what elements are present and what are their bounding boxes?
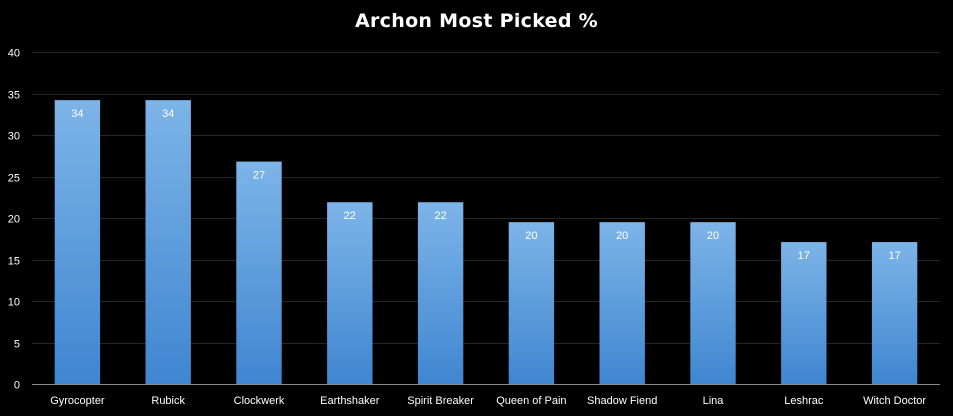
bar [781, 242, 827, 384]
y-tick-label: 10 [8, 297, 20, 309]
x-axis-ticks: Gyrocopter Rubick Clockwerk Earthshaker Spir… [50, 395, 926, 407]
bar [54, 100, 101, 384]
x-tick-label: Queen of Pain [496, 395, 566, 407]
y-tick-label: 35 [8, 90, 20, 102]
y-tick-label: 5 [14, 339, 20, 351]
bar [508, 222, 555, 384]
bar [145, 100, 191, 384]
data-label: 22 [344, 210, 356, 222]
data-label: 17 [798, 250, 810, 262]
data-label: 20 [616, 230, 628, 242]
x-tick-label: Spirit Breaker [407, 395, 474, 407]
x-tick-label: Lina [703, 395, 725, 407]
bar [417, 202, 464, 384]
y-tick-label: 30 [8, 131, 20, 143]
y-tick-label: 20 [8, 214, 20, 226]
y-tick-label: 25 [8, 173, 20, 185]
data-label: 34 [162, 108, 174, 120]
x-tick-label: Shadow Fiend [587, 395, 657, 407]
data-label: 34 [71, 108, 83, 120]
x-tick-label: Witch Doctor [863, 395, 926, 407]
bar [690, 222, 736, 384]
data-label: 20 [525, 230, 537, 242]
y-tick-label: 15 [8, 256, 20, 268]
data-label: 22 [434, 210, 446, 222]
y-axis-ticks: 0 5 10 15 20 25 30 35 40 [8, 48, 20, 392]
bars: 34 34 27 22 22 20 20 20 17 17 [54, 100, 918, 384]
data-label: 17 [888, 250, 900, 262]
bar [871, 242, 918, 384]
x-tick-label: Rubick [151, 395, 185, 407]
data-label: 27 [253, 170, 265, 182]
y-tick-label: 0 [14, 380, 20, 392]
x-tick-label: Gyrocopter [50, 395, 105, 407]
x-tick-label: Clockwerk [234, 395, 285, 407]
bar [327, 202, 373, 384]
bar [236, 161, 282, 384]
x-tick-label: Leshrac [784, 395, 824, 407]
x-tick-label: Earthshaker [320, 395, 380, 407]
chart-title: Archon Most Picked % [355, 10, 598, 32]
bar [599, 222, 645, 384]
data-label: 20 [707, 230, 719, 242]
y-tick-label: 40 [8, 48, 20, 60]
